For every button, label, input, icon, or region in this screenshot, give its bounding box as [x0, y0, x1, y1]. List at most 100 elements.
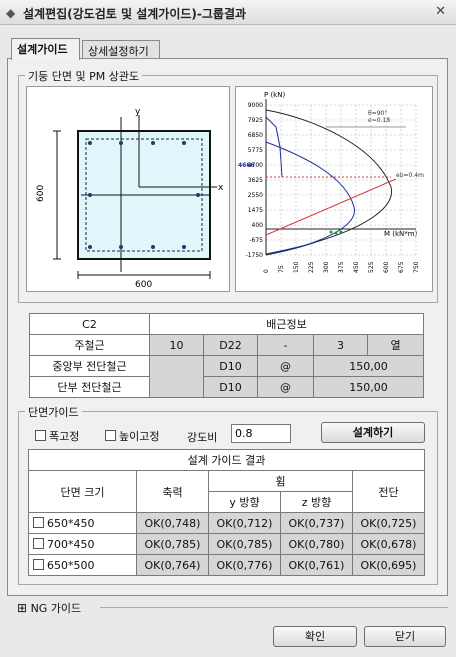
- checkbox-box[interactable]: [105, 430, 116, 441]
- pm-eb-line: [265, 178, 397, 236]
- col-axial: 축력: [136, 470, 209, 513]
- rebar-cell-empty: [149, 355, 204, 398]
- pm-curve-design: [265, 141, 355, 255]
- y-value: OK(0,776): [208, 554, 281, 576]
- rebar-row-label: 주철근: [29, 334, 150, 356]
- y-value: OK(0,712): [208, 512, 281, 534]
- pm-y-tick: -1750: [246, 252, 264, 259]
- col-bending: 휨: [208, 470, 353, 492]
- result-table: 설계 가이드 결과 단면 크기 축력 휨 전단 y 방향 z 방향 650*45…: [28, 449, 425, 576]
- shear-value: OK(0,695): [352, 554, 425, 576]
- col-shear: 전단: [352, 470, 425, 513]
- result-size-cell[interactable]: 650*500: [28, 554, 137, 576]
- shear-value: OK(0,725): [352, 512, 425, 534]
- pm-y-tick: 3625: [248, 177, 263, 184]
- expand-icon[interactable]: ⊞: [17, 601, 28, 615]
- checkbox-box[interactable]: [35, 430, 46, 441]
- section-drawing-svg: y x 600 600: [36, 107, 224, 290]
- pm-x-tick: 675: [398, 261, 405, 273]
- pm-x-tick: 225: [308, 261, 315, 273]
- ng-guide-toggle[interactable]: ⊞ NG 가이드: [17, 600, 81, 616]
- table-row: 700*450 OK(0,785) OK(0,785) OK(0,780) OK…: [28, 533, 425, 555]
- size-value: 700*450: [47, 537, 95, 551]
- pm-section-group: 기둥 단면 및 PM 상관도 y x 600: [18, 68, 438, 303]
- pm-curve-cap: [265, 116, 283, 178]
- close-button[interactable]: 닫기: [364, 626, 446, 647]
- row-checkbox[interactable]: [33, 537, 44, 549]
- axial-value: OK(0,748): [136, 512, 209, 534]
- pm-highlight-y: 4666: [238, 162, 255, 169]
- pm-x-tick: 750: [413, 261, 420, 273]
- pm-chart-svg: P (kN) M (kN*m) θ=90° e=0.18 eb=0.4m 900…: [238, 91, 424, 273]
- pm-y-tick: -675: [249, 237, 263, 244]
- pm-y-tick: 4700: [248, 162, 263, 169]
- size-value: 650*450: [47, 516, 95, 530]
- pm-annotation-mid: eb=0.4m: [396, 172, 424, 179]
- rebar-id: C2: [29, 313, 150, 335]
- col-size: 단면 크기: [28, 470, 137, 513]
- result-size-cell[interactable]: 650*450: [28, 512, 137, 534]
- row-checkbox[interactable]: [33, 558, 44, 570]
- rebar-cell: 10: [149, 334, 204, 356]
- pm-x-tick: 75: [278, 265, 285, 273]
- rebar-row-label: 중앙부 전단철근: [29, 355, 150, 377]
- pm-ticks: 9000 7925 6850 5775 4700 3625 2550 1475 400 -675 -…: [246, 102, 420, 273]
- rebar-row-label: 단부 전단철근: [29, 376, 150, 398]
- section-guide-group: 단면가이드 폭고정 높이고정 강도비 설계하기 설계 가이드 결과 단면 크기 …: [18, 404, 438, 585]
- result-title: 설계 가이드 결과: [28, 449, 425, 471]
- pm-design-points: [329, 230, 343, 235]
- pm-x-tick: 375: [338, 261, 345, 273]
- window-title: 설계편집(강도검토 및 설계가이드)-그룹결과: [23, 7, 247, 21]
- result-size-cell[interactable]: 700*450: [28, 533, 137, 555]
- rebar-cell: -: [257, 334, 314, 356]
- pm-annotation-top2: e=0.18: [368, 117, 390, 124]
- y-value: OK(0,785): [208, 533, 281, 555]
- pm-y-tick: 5775: [248, 147, 263, 154]
- z-value: OK(0,761): [280, 554, 353, 576]
- local-x-label: x: [218, 183, 224, 193]
- section-drawing: y x 600 600: [26, 86, 230, 292]
- design-button[interactable]: 설계하기: [321, 422, 425, 443]
- title-bar: ◆ 설계편집(강도검토 및 설계가이드)-그룹결과 ✕: [0, 0, 456, 25]
- table-row: 650*500 OK(0,764) OK(0,776) OK(0,761) OK…: [28, 554, 425, 576]
- col-y: y 방향: [208, 491, 281, 513]
- close-icon[interactable]: ✕: [435, 4, 446, 19]
- ng-guide-label: NG 가이드: [30, 602, 82, 615]
- rebar-cell: D22: [203, 334, 258, 356]
- strength-ratio-label: 강도비: [187, 431, 218, 444]
- fix-height-checkbox[interactable]: 높이고정: [105, 428, 159, 444]
- rebar-cell: 150,00: [313, 355, 424, 377]
- local-y-label: y: [135, 107, 141, 117]
- pm-y-tick: 2550: [248, 192, 263, 199]
- pm-grid: [265, 99, 417, 256]
- pm-annotation-top: θ=90°: [368, 110, 387, 117]
- pm-ylabel: P (kN): [264, 91, 285, 99]
- height-dim-label: 600: [36, 185, 46, 202]
- size-value: 650*500: [47, 558, 95, 572]
- shear-value: OK(0,678): [352, 533, 425, 555]
- strength-ratio-input[interactable]: [231, 424, 291, 443]
- pm-y-tick: 9000: [248, 102, 263, 109]
- pm-x-tick: 300: [323, 261, 330, 273]
- rebar-cell: D10: [203, 355, 258, 377]
- rebar-cell: D10: [203, 376, 258, 398]
- col-z: z 방향: [280, 491, 353, 513]
- fix-width-checkbox[interactable]: 폭고정: [35, 428, 79, 444]
- tab-design-guide[interactable]: 설계가이드: [11, 38, 80, 60]
- tab-detail-settings[interactable]: 상세설정하기: [82, 40, 160, 59]
- rebar-cell: @: [257, 376, 314, 398]
- app-icon: ◆: [6, 6, 16, 20]
- fix-height-label: 높이고정: [119, 430, 160, 443]
- pm-curve-nominal: [265, 109, 393, 256]
- pm-x-tick: 600: [383, 261, 390, 273]
- rebar-cell: 3: [313, 334, 368, 356]
- rebar-header: 배근정보: [149, 313, 424, 335]
- ok-button[interactable]: 확인: [273, 626, 357, 647]
- row-checkbox[interactable]: [33, 516, 44, 528]
- rebar-dots: [88, 141, 200, 249]
- tab-panel: 기둥 단면 및 PM 상관도 y x 600: [7, 58, 448, 596]
- pm-x-tick: 450: [353, 261, 360, 273]
- z-value: OK(0,737): [280, 512, 353, 534]
- rebar-cell: 열: [367, 334, 424, 356]
- ng-guide-divider: [100, 607, 448, 608]
